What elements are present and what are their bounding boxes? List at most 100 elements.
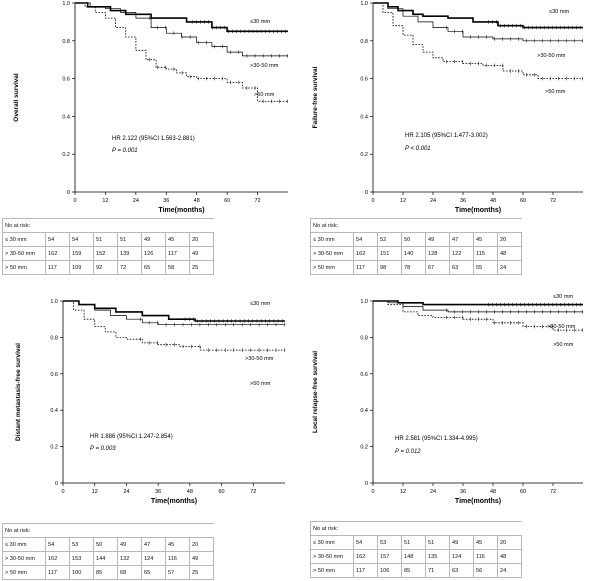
risk-count-cell: 139 [117,246,142,261]
risk-count-cell: 45 [165,232,190,247]
risk-count-cell: 117 [165,246,190,261]
risk-count-cell: 25 [189,565,214,580]
risk-count-cell: 151 [377,246,402,261]
risk-table-row: > 50 mm 117 98 78 67 63 55 24 [310,260,522,275]
x-tick-label: 72 [250,489,256,495]
risk-count-cell: 51 [425,535,450,550]
risk-count-cell: 48 [497,246,522,261]
risk-count-cell: 106 [377,563,402,578]
y-tick-label: 0.4 [62,114,70,120]
survival-curve-30-50 [75,2,288,57]
x-tick-label: 0 [61,489,64,495]
y-tick-label: 0 [67,190,70,196]
y-tick-label: 0.6 [360,372,368,378]
risk-count-cell: 85 [93,565,118,580]
risk-count-cell: 98 [377,260,402,275]
hazard-ratio-text: HR 2.105 (95%CI 1.477-3.002) [405,133,488,139]
risk-count-cell: 56 [473,563,498,578]
risk-table-row: ≤ 30 mm 54 53 50 49 47 45 20 [2,537,214,552]
x-tick-label: 72 [255,198,261,204]
x-tick-label: 36 [155,489,161,495]
risk-count-cell: 162 [353,246,378,261]
y-axis-title: Local relapse-free survival [312,351,319,433]
curve-label: >50 mm [254,92,275,98]
risk-count-cell: 109 [69,260,94,275]
risk-count-cell: 72 [117,260,142,275]
risk-count-cell: 115 [473,246,498,261]
risk-count-cell: 49 [425,232,450,247]
risk-count-cell: 53 [69,537,94,552]
p-value-text: P = 0.003 [90,446,116,452]
x-tick-label: 72 [550,198,556,204]
curve-label: ≤30 mm [553,294,574,300]
risk-count-cell: 63 [449,563,474,578]
x-tick-label: 24 [430,489,436,495]
y-tick-label: 0.2 [62,152,70,158]
x-axis-title: Time(months) [455,498,501,505]
risk-count-cell: 48 [497,549,522,564]
risk-count-cell: 47 [449,232,474,247]
risk-group-label: > 30-50 mm [2,246,46,261]
risk-group-label: > 30-50 mm [310,246,354,261]
x-tick-label: 60 [224,198,230,204]
risk-count-cell: 116 [165,551,190,566]
risk-count-cell: 49 [141,232,166,247]
curve-label: >50 mm [553,342,574,348]
y-axis-title: Distant metastasis-free survival [15,343,22,441]
p-value-text: P = 0.001 [112,148,138,154]
risk-count-cell: 117 [353,563,378,578]
risk-count-cell: 24 [497,563,522,578]
risk-count-cell: 51 [93,232,118,247]
curve-label: ≤30 mm [549,9,570,15]
km-plot-local-relapse: 0 0.2 0.4 0.6 0.8 1.0 0 12 24 36 48 60 72 Time(months… [312,294,583,505]
x-tick-label: 0 [371,198,374,204]
risk-count-cell: 162 [353,549,378,564]
x-tick-label: 48 [490,198,496,204]
x-tick-label: 60 [219,489,225,495]
risk-count-cell: 47 [141,537,166,552]
risk-count-cell: 135 [425,549,450,564]
x-tick-label: 24 [123,489,129,495]
risk-count-cell: 117 [45,565,70,580]
risk-count-cell: 144 [93,551,118,566]
risk-table-overall: No at risk: ≤ 30 mm 54 54 51 51 49 45 20 > 30-50 … [2,218,214,275]
y-tick-label: 1.0 [360,299,368,305]
y-axis-title: Failure-free survival [312,66,319,128]
x-tick-label: 48 [187,489,193,495]
risk-table-row: ≤ 30 mm 54 54 51 51 49 45 20 [2,232,214,247]
risk-count-cell: 65 [141,260,166,275]
risk-group-label: > 30-50 mm [2,551,46,566]
y-tick-label: 0.6 [50,372,58,378]
risk-count-cell: 157 [377,549,402,564]
risk-count-cell: 124 [141,551,166,566]
x-tick-label: 0 [73,198,76,204]
risk-table-row: > 30-50 mm 162 157 148 135 124 116 48 [310,549,522,564]
x-tick-label: 36 [460,198,466,204]
risk-count-cell: 148 [401,549,426,564]
risk-count-cell: 24 [497,260,522,275]
risk-table-header-row: No at risk: [2,523,214,538]
risk-count-cell: 20 [189,537,214,552]
risk-count-cell: 50 [93,537,118,552]
risk-count-cell: 162 [45,551,70,566]
x-tick-label: 48 [194,198,200,204]
x-axis-title: Time(months) [151,498,197,505]
risk-count-cell: 63 [449,260,474,275]
y-tick-label: 0.8 [360,39,368,45]
y-tick-label: 0 [55,481,58,487]
risk-count-cell: 25 [189,260,214,275]
curve-label: ≤30 mm [250,301,271,307]
y-tick-label: 0 [365,190,368,196]
y-tick-label: 0.4 [360,114,368,120]
risk-count-cell: 20 [189,232,214,247]
risk-count-cell: 49 [189,551,214,566]
survival-curve-gt50 [373,300,583,331]
risk-count-cell: 122 [449,246,474,261]
panel-overall-survival: 0 0.2 0.4 0.6 0.8 1.0 0 12 24 36 48 60 72 Time(months… [0,0,300,275]
x-tick-label: 36 [163,198,169,204]
risk-group-label: > 50 mm [2,565,46,580]
risk-table-distant-metastasis: No at risk: ≤ 30 mm 54 53 50 49 47 45 20 > 30-50 … [2,523,214,580]
y-tick-label: 0.2 [50,445,58,451]
risk-count-cell: 54 [69,232,94,247]
x-tick-label: 12 [400,489,406,495]
